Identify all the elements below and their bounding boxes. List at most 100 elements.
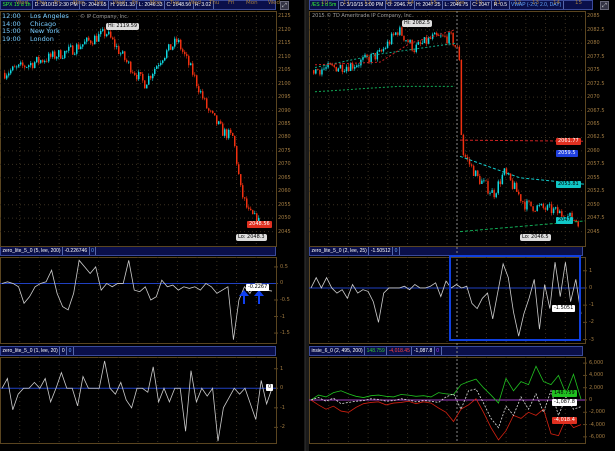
x-axis-label: 10 xyxy=(475,0,482,6)
candle xyxy=(436,32,438,36)
candle xyxy=(230,129,232,133)
osc-axis-label: 0.5 xyxy=(280,263,288,270)
osc-axis-label: -2 xyxy=(589,319,594,326)
candle xyxy=(122,51,124,54)
candle xyxy=(132,72,134,74)
right-price-tag: 2047 xyxy=(556,217,573,225)
left-high-bubble: Hi: 2119.59 xyxy=(106,23,140,30)
left-copyright: © IP Company, Inc. xyxy=(80,14,129,20)
left-osc2-title[interactable]: zero_lite_5_0 (1, lee, 20) xyxy=(1,347,61,355)
candle xyxy=(20,62,22,65)
right-osc2-white: -1,087.8 xyxy=(412,347,435,355)
candle xyxy=(246,198,248,208)
candle xyxy=(569,212,571,217)
left-osc1-last-tag: -0.2267 xyxy=(246,284,270,291)
panel-divider[interactable] xyxy=(305,0,309,451)
candle xyxy=(520,194,522,202)
candle xyxy=(479,175,481,184)
x-axis-label: Wed xyxy=(268,0,280,6)
price-axis-label: 2090 xyxy=(278,107,291,114)
right-osc1-title[interactable]: zero_lite_5_0 (2, lee, 25) xyxy=(310,247,370,255)
candle xyxy=(325,67,327,69)
candle xyxy=(493,190,495,198)
right-vwap-study[interactable]: VWAP (-2.0, 2.0, DAY) xyxy=(510,1,564,9)
panel-frame xyxy=(0,357,277,444)
candle xyxy=(30,63,32,66)
price-axis-label: 2080 xyxy=(278,134,291,141)
candle xyxy=(78,44,80,50)
price-axis-label: 2060 xyxy=(278,188,291,195)
candle xyxy=(448,32,450,44)
candle xyxy=(222,123,224,136)
candle xyxy=(321,69,323,75)
candle xyxy=(186,54,188,56)
candle xyxy=(349,63,352,71)
candle xyxy=(464,155,467,157)
candle xyxy=(452,32,454,46)
candle xyxy=(485,180,487,182)
candle xyxy=(112,37,114,40)
price-axis-label: 2070 xyxy=(278,161,291,168)
left-osc1-flag: 0 xyxy=(90,247,97,255)
price-axis-label: 2115 xyxy=(278,40,291,47)
osc-axis-label: -2 xyxy=(280,424,285,431)
vwap-upper-band xyxy=(459,139,586,142)
right-osc2-title[interactable]: insie_6_0 (2, 495, 200) xyxy=(310,347,366,355)
candle xyxy=(118,46,120,54)
x-axis-label: Fri xyxy=(228,0,235,6)
left-symbol[interactable]: SPX 15 d 1h xyxy=(1,1,34,9)
candle xyxy=(206,98,208,109)
candle xyxy=(505,168,508,174)
right-chart-header: /ES 1 d 5m D: 3/10/15 3:00 PM O: 2046.75… xyxy=(309,0,593,10)
osc-axis-label: -1 xyxy=(280,313,285,320)
left-low: L: 2046.33 xyxy=(137,1,166,9)
candle xyxy=(532,206,534,211)
candle xyxy=(26,67,28,68)
candle xyxy=(126,59,128,62)
price-axis-label: 2080 xyxy=(587,40,600,47)
right-symbol[interactable]: /ES 1 d 5m xyxy=(310,1,339,9)
candle xyxy=(518,191,520,195)
left-osc1-title[interactable]: zero_lite_5_0 (5, lee, 200) xyxy=(1,247,64,255)
candle xyxy=(166,50,168,58)
x-axis-label: 11 xyxy=(343,0,350,6)
candle xyxy=(108,31,110,35)
x-axis-label: 14 xyxy=(407,0,414,6)
x-axis-label: 12 xyxy=(364,0,371,6)
x-axis-label: 13 xyxy=(385,0,392,6)
candle xyxy=(329,63,331,65)
candle xyxy=(384,47,387,49)
left-osc1-value: -0.226746 xyxy=(63,247,90,255)
price-axis-label: 2047.5 xyxy=(587,215,605,222)
candle xyxy=(552,208,555,214)
right-high-bubble: Hi: 2082.5 xyxy=(402,20,432,27)
candle xyxy=(192,63,194,75)
candle xyxy=(68,46,70,51)
candle xyxy=(577,221,579,227)
candle xyxy=(100,30,102,35)
candle xyxy=(178,39,180,43)
x-axis-label: 12 xyxy=(514,0,521,6)
candle xyxy=(460,59,463,135)
x-axis-label: Fri xyxy=(54,0,61,6)
candle xyxy=(556,207,559,214)
candle xyxy=(114,39,116,47)
candle xyxy=(216,115,218,125)
left-last-price-tag: 2048.56 xyxy=(247,221,272,228)
candle xyxy=(522,201,524,202)
expand-icon[interactable]: ⤢ xyxy=(600,1,609,10)
candle xyxy=(466,156,469,160)
candle xyxy=(176,38,178,43)
x-axis-label: Tue xyxy=(170,0,180,6)
candle xyxy=(386,41,389,48)
timezone-list: 12:00 Los Angeles 14:00 Chicago 15:00 New Y… xyxy=(2,12,69,44)
x-axis-label: Thu xyxy=(36,0,47,6)
expand-icon[interactable]: ⤢ xyxy=(280,1,289,10)
vwap-line xyxy=(314,42,456,68)
candle xyxy=(323,68,325,70)
panel-frame xyxy=(0,257,277,344)
candle xyxy=(364,54,366,58)
candle xyxy=(347,66,350,71)
osc-axis-label: 0 xyxy=(589,397,593,403)
